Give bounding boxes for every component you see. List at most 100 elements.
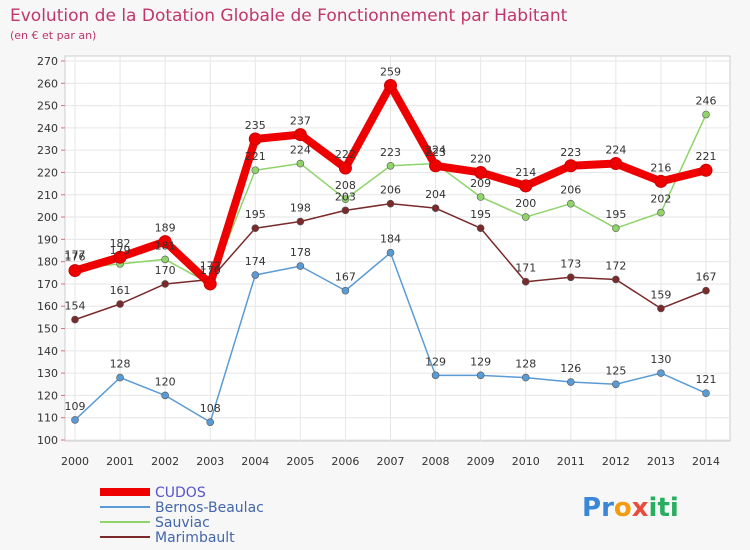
y-tick-label: 260 (37, 77, 58, 90)
y-tick-label: 220 (37, 166, 58, 179)
point-bernos-beaulac (476, 371, 485, 380)
data-label-bernos-beaulac: 129 (425, 355, 446, 368)
data-label-cudos: 235 (245, 119, 266, 132)
legend-label-bernos-beaulac: Bernos-Beaulac (155, 500, 264, 516)
data-label-sauviac: 223 (380, 146, 401, 159)
point-bernos-beaulac (431, 371, 440, 380)
y-tick-label: 270 (37, 55, 58, 68)
data-label-cudos: 224 (605, 144, 626, 157)
data-label-bernos-beaulac: 178 (290, 246, 311, 259)
data-label-sauviac: 181 (155, 239, 176, 252)
point-marimbault (702, 286, 710, 295)
point-marimbault (161, 280, 169, 288)
point-marimbault (612, 275, 620, 284)
x-tick-label: 2014 (692, 455, 720, 468)
data-label-cudos: 170 (200, 264, 221, 277)
data-label-cudos: 259 (380, 66, 401, 79)
chart-title: Evolution de la Dotation Globale de Fonc… (10, 6, 568, 26)
logo-letter: x (632, 493, 649, 523)
point-bernos-beaulac (161, 391, 169, 400)
point-bernos-beaulac (116, 373, 124, 382)
data-label-sauviac: 179 (110, 244, 131, 257)
point-sauviac (612, 224, 620, 233)
data-label-bernos-beaulac: 184 (380, 233, 401, 246)
point-sauviac (657, 208, 665, 217)
y-tick-label: 120 (37, 389, 58, 402)
data-label-sauviac: 200 (515, 197, 536, 210)
x-tick-label: 2010 (512, 455, 540, 468)
point-bernos-beaulac (702, 389, 710, 397)
data-label-sauviac: 206 (560, 184, 581, 197)
data-label-marimbault: 172 (200, 259, 221, 272)
x-tick-label: 2001 (106, 455, 134, 468)
point-bernos-beaulac (657, 369, 665, 377)
legend-label-marimbault: Marimbault (155, 530, 235, 546)
data-label-bernos-beaulac: 174 (245, 255, 266, 268)
x-tick-label: 2011 (557, 455, 585, 468)
point-marimbault (386, 199, 395, 208)
data-label-bernos-beaulac: 109 (65, 400, 86, 413)
point-marimbault (116, 300, 124, 308)
data-label-cudos: 214 (515, 166, 536, 179)
x-tick-label: 2013 (647, 455, 675, 468)
data-label-marimbault: 170 (155, 264, 176, 277)
grid (65, 56, 730, 441)
data-label-sauviac: 221 (245, 150, 266, 163)
x-tick-label: 2012 (602, 455, 630, 468)
point-bernos-beaulac (206, 418, 215, 426)
point-sauviac (161, 255, 169, 264)
x-tick-label: 2003 (196, 455, 224, 468)
logo-letter: i (649, 493, 658, 523)
point-cudos (384, 79, 397, 93)
x-tick-label: 2008 (422, 455, 450, 468)
logo-letter: o (614, 493, 632, 523)
data-label-sauviac: 170 (200, 264, 221, 277)
point-bernos-beaulac (296, 262, 305, 270)
y-tick-label: 140 (37, 345, 58, 358)
data-label-cudos: 220 (470, 152, 491, 165)
point-sauviac (341, 195, 350, 204)
data-label-sauviac: 209 (470, 177, 491, 190)
point-cudos (429, 159, 443, 173)
data-label-marimbault: 195 (470, 208, 491, 221)
data-label-cudos: 182 (110, 237, 131, 250)
point-bernos-beaulac (341, 286, 350, 295)
point-marimbault (521, 277, 530, 286)
data-label-bernos-beaulac: 125 (605, 364, 626, 377)
x-tick-label: 2005 (286, 455, 314, 468)
point-cudos (113, 250, 127, 264)
y-tick-label: 160 (37, 300, 58, 313)
point-marimbault (341, 206, 350, 215)
point-cudos (474, 165, 488, 179)
data-label-sauviac: 208 (335, 179, 356, 192)
data-label-marimbault: 203 (335, 190, 356, 203)
data-label-sauviac: 246 (696, 95, 717, 108)
point-marimbault (251, 224, 260, 233)
point-sauviac (296, 159, 305, 168)
data-label-bernos-beaulac: 130 (650, 353, 671, 366)
data-label-sauviac: 202 (650, 193, 671, 206)
series-lines (68, 79, 713, 426)
data-label-sauviac: 195 (605, 208, 626, 221)
logo-letter: t (657, 493, 669, 523)
data-label-bernos-beaulac: 129 (470, 355, 491, 368)
data-label-cudos: 222 (335, 148, 356, 161)
point-sauviac (251, 166, 260, 175)
chart-subtitle: (en € et par an) (10, 29, 96, 42)
point-cudos (654, 174, 668, 188)
y-tick-label: 170 (37, 278, 58, 291)
point-sauviac (521, 213, 530, 221)
data-label-bernos-beaulac: 128 (110, 358, 131, 371)
data-label-marimbault: 206 (380, 184, 401, 197)
data-label-cudos: 223 (425, 146, 446, 159)
y-tick-label: 180 (37, 256, 58, 269)
data-label-marimbault: 172 (605, 259, 626, 272)
data-label-bernos-beaulac: 128 (515, 358, 536, 371)
y-tick-label: 250 (37, 100, 58, 113)
y-tick-label: 240 (37, 122, 58, 135)
data-label-marimbault: 173 (560, 257, 581, 270)
point-bernos-beaulac (612, 380, 620, 389)
